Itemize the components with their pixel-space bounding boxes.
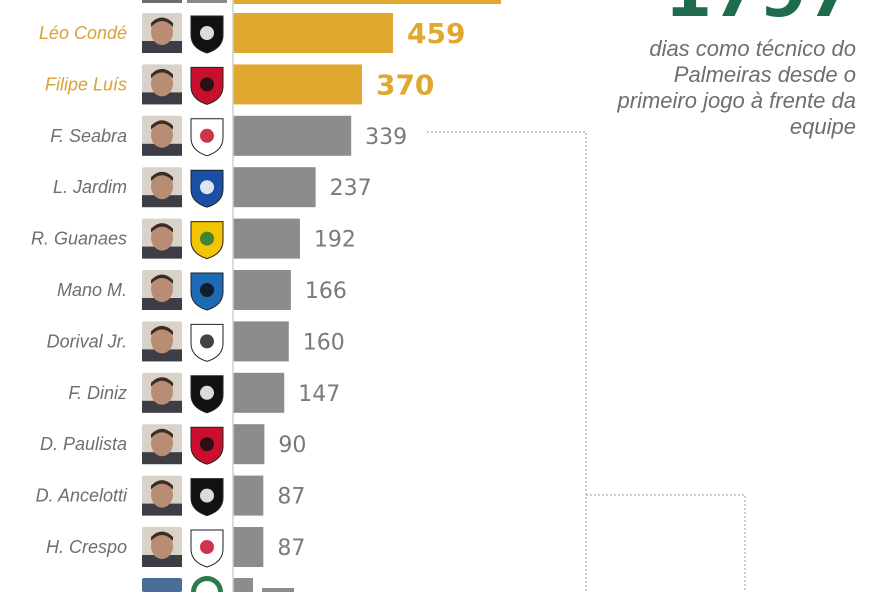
connector-line-bottom [586,494,746,592]
annotation-text: dias como técnico do Palmeiras desde o p… [617,36,856,139]
bar [233,218,300,259]
bar [233,167,316,208]
bar-value-label: 90 [278,433,306,458]
bar-row: D. Paulista 90 [40,424,306,465]
bar-value-label: 237 [330,176,372,201]
ceara-crest-icon [190,15,224,54]
coach-name-label: Filipe Luís [45,74,127,94]
coach-name-label: D. Ancelotti [36,486,128,506]
coach-name-label: L. Jardim [53,177,127,197]
bar [233,424,265,465]
annotation-value: 1797 [665,0,854,34]
coach-photo-icon [142,167,182,208]
vasco-crest-icon [190,375,224,414]
coach-name-label: R. Guanaes [31,229,127,249]
bar-row: H. Crespo 87 [46,527,305,568]
coach-photo-icon [142,64,182,105]
botafogo-crest-icon [190,478,224,517]
cruzeiro-crest-icon [190,169,224,208]
gremio-crest-icon [190,272,224,311]
bar-row: F. Seabra 339 [50,115,407,157]
coach-photo-icon [142,321,182,362]
coach-name-label: Mano M. [57,280,127,300]
bar [233,270,291,310]
coach-photo-icon [142,115,182,156]
coach-name-label: D. Paulista [40,434,127,454]
coach-photo-icon [142,270,182,310]
bar-row: D. Ancelotti 87 [36,475,305,517]
connector-line-top [427,131,587,592]
bar-value-label: 87 [277,536,305,561]
coach-name-label: F. Seabra [50,126,127,146]
bar-value-label: 339 [365,125,407,150]
bar-row: Léo Condé 459 [39,13,465,54]
corinthians-crest-icon [190,323,224,362]
coach-photo-icon [142,475,182,516]
bar [233,372,285,413]
bar [233,115,352,156]
bar-value-label: 192 [314,228,356,253]
coach-photo-icon [142,372,182,413]
bar-row: F. Diniz 147 [68,372,340,414]
coach-photo-icon [142,527,182,567]
coach-photo-icon [142,424,182,465]
top-bar-partial [142,0,501,4]
bar-row: L. Jardim 237 [53,167,372,208]
coach-name-label: Léo Condé [39,23,127,43]
bar [233,13,394,53]
bottom-row-partial [142,576,294,592]
bar [233,475,264,516]
bar [233,527,264,567]
bar-row: Filipe Luís 370 [45,64,434,105]
connector-lines [427,131,746,592]
bar-value-label: 87 [277,485,305,510]
coach-name-label: H. Crespo [46,537,127,557]
sport-crest-icon [190,426,224,465]
red-bull-bragantino-crest-icon [190,118,224,157]
coach-name-label: F. Diniz [68,383,127,403]
bar-row: Dorival Jr. 160 [47,321,345,362]
flamengo-crest-icon [190,66,224,105]
bar-value-label: 370 [376,68,434,101]
coach-photo-icon [142,218,182,259]
bar-row: Mano M. 166 [57,270,347,311]
bar-value-label: 147 [298,382,340,407]
bar-row: R. Guanaes 192 [31,218,356,260]
coach-photo-icon [142,13,182,53]
coach-name-label: Dorival Jr. [47,331,127,351]
bar [233,64,362,105]
sao-paulo-crest-icon [190,529,224,568]
mirassol-crest-icon [190,221,224,260]
bar-value-label: 160 [303,330,345,355]
bar [233,321,289,362]
bar-value-label: 459 [407,17,465,50]
bar-value-label: 166 [305,279,347,304]
